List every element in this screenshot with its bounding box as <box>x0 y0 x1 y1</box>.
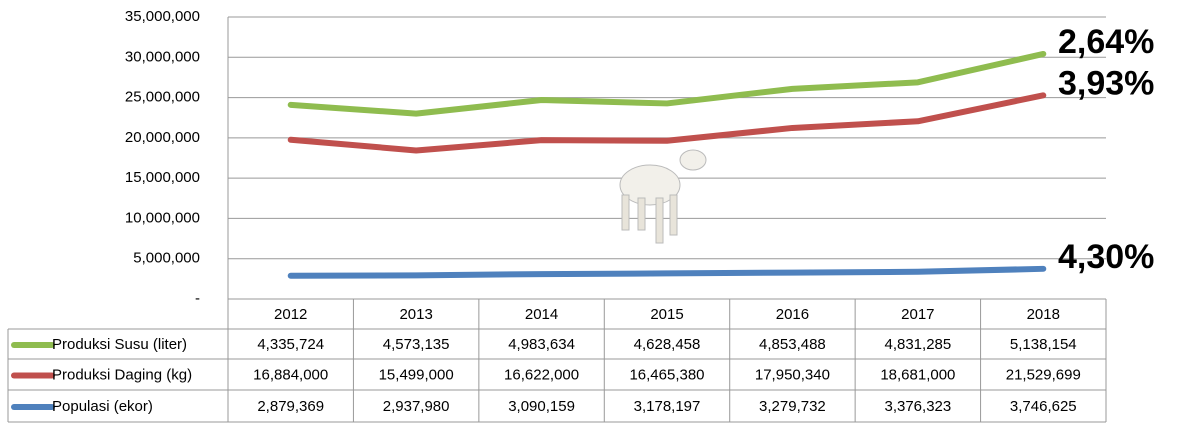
y-tick-label: - <box>195 290 200 307</box>
line-series <box>287 265 1047 279</box>
x-tick-label: 2014 <box>525 306 558 323</box>
x-tick-label: 2018 <box>1027 306 1060 323</box>
table-value: 2,879,369 <box>257 398 324 415</box>
table-value: 4,853,488 <box>759 336 826 353</box>
x-tick-label: 2012 <box>274 306 307 323</box>
y-tick-label: 30,000,000 <box>125 48 200 65</box>
table-value: 5,138,154 <box>1010 336 1077 353</box>
x-tick-label: 2015 <box>650 306 683 323</box>
annotation: 3,93% <box>1058 64 1154 102</box>
x-tick-label: 2016 <box>776 306 809 323</box>
table-value: 16,465,380 <box>629 366 704 383</box>
legend-label: Produksi Susu (liter) <box>52 336 187 353</box>
line-series <box>287 92 1047 154</box>
table-value: 4,628,458 <box>634 336 701 353</box>
table-value: 2,937,980 <box>383 398 450 415</box>
table-value: 18,681,000 <box>880 366 955 383</box>
table-value: 3,178,197 <box>634 398 701 415</box>
legend-label: Produksi Daging (kg) <box>52 366 192 383</box>
goat-picture <box>619 149 707 244</box>
table-value: 21,529,699 <box>1006 366 1081 383</box>
legend-label: Populasi (ekor) <box>52 398 153 415</box>
x-tick-label: 2013 <box>399 306 432 323</box>
table-value: 15,499,000 <box>379 366 454 383</box>
table-value: 4,573,135 <box>383 336 450 353</box>
y-tick-label: 15,000,000 <box>125 169 200 186</box>
table-value: 4,983,634 <box>508 336 575 353</box>
table-value: 4,831,285 <box>884 336 951 353</box>
y-tick-label: 25,000,000 <box>125 89 200 106</box>
table-value: 3,746,625 <box>1010 398 1077 415</box>
y-tick-label: 20,000,000 <box>125 129 200 146</box>
annotation: 2,64% <box>1058 23 1154 61</box>
table-value: 17,950,340 <box>755 366 830 383</box>
y-tick-label: 5,000,000 <box>133 250 200 267</box>
annotation: 4,30% <box>1058 238 1154 276</box>
table-value: 3,376,323 <box>884 398 951 415</box>
line-series <box>287 50 1047 117</box>
table-value: 16,884,000 <box>253 366 328 383</box>
x-tick-label: 2017 <box>901 306 934 323</box>
table-value: 4,335,724 <box>257 336 324 353</box>
table-value: 16,622,000 <box>504 366 579 383</box>
table-value: 3,090,159 <box>508 398 575 415</box>
y-tick-label: 10,000,000 <box>125 209 200 226</box>
y-tick-label: 35,000,000 <box>125 8 200 25</box>
table-value: 3,279,732 <box>759 398 826 415</box>
